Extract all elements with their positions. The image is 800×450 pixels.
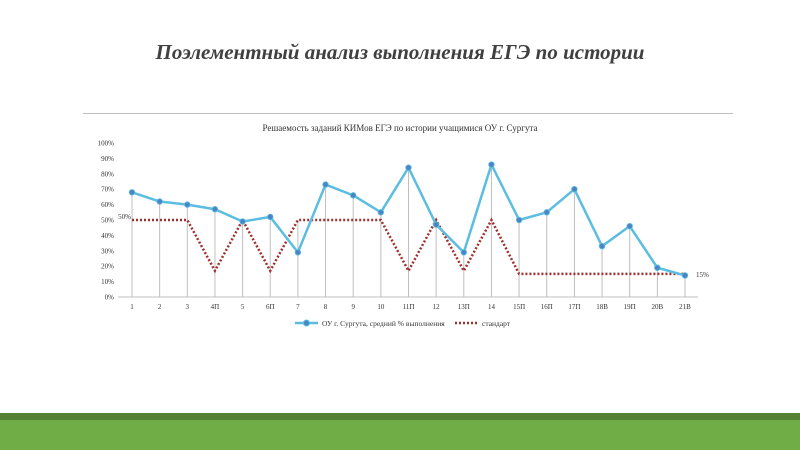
data-point-primary: [598, 242, 606, 250]
y-tick-label: 100%: [98, 140, 115, 148]
data-point-primary: [654, 264, 661, 271]
data-point-primary: [128, 189, 136, 196]
drop-lines: [131, 164, 686, 297]
footer-band-dark: [0, 413, 800, 420]
series-layer: [128, 161, 689, 279]
x-tick-label: 13П: [458, 303, 470, 311]
legend-marker-primary: [303, 319, 310, 327]
footer-band-light: [0, 420, 800, 450]
data-label: 50%: [118, 213, 131, 221]
series-line-standard: [132, 217, 685, 276]
y-tick-label: 30%: [101, 247, 114, 255]
chart-title: Решаемость заданий КИМов ЕГЭ по истории …: [262, 123, 537, 133]
x-tick-label: 14: [488, 303, 496, 311]
data-point-primary: [543, 209, 550, 216]
x-tick-label: 21В: [679, 303, 691, 311]
legend-label-standard: стандарт: [482, 319, 511, 328]
x-tick-label: 10: [377, 303, 385, 311]
data-point-primary: [294, 249, 302, 256]
x-tick-label: 6П: [266, 303, 275, 311]
y-tick-label: 10%: [101, 278, 114, 286]
title-divider: [83, 113, 733, 114]
y-tick-label: 0%: [105, 294, 115, 302]
x-tick-label: 9: [351, 303, 355, 311]
y-tick-label: 70%: [101, 186, 114, 194]
x-tick-label: 15П: [513, 303, 525, 311]
data-point-primary: [515, 216, 523, 224]
data-point-primary: [460, 249, 467, 256]
x-tick-label: 12: [433, 303, 441, 311]
x-tick-label: 11П: [403, 303, 415, 311]
slide-title: Поэлементный анализ выполнения ЕГЭ по ис…: [155, 40, 645, 64]
x-tick-label: 16П: [541, 303, 553, 311]
x-tick-label: 5: [241, 303, 245, 311]
data-point-primary: [377, 209, 385, 216]
x-tick-label: 19П: [624, 303, 636, 311]
x-tick-label: 7: [296, 303, 300, 311]
data-point-primary: [350, 192, 357, 199]
x-tick-label: 17П: [568, 303, 580, 311]
data-point-primary: [405, 164, 412, 171]
data-point-primary: [239, 218, 246, 225]
y-tick-label: 40%: [101, 232, 114, 240]
y-axis-ticks: 0% 10% 20% 30% 40% 50% 60% 70% 80% 90% 100%: [98, 140, 115, 302]
legend-label-primary: ОУ г. Сургута, средний % выполнения: [322, 319, 445, 328]
y-tick-label: 50%: [101, 217, 114, 225]
legend: ОУ г. Сургута, средний % выполнения стан…: [295, 319, 511, 328]
x-tick-label: 1: [130, 303, 134, 311]
data-point-primary: [267, 213, 274, 221]
data-point-primary: [156, 198, 163, 205]
data-point-primary: [432, 221, 440, 228]
x-tick-label: 3: [186, 303, 190, 311]
data-point-primary: [322, 181, 329, 188]
x-tick-label: 20В: [652, 303, 664, 311]
data-point-primary: [571, 185, 578, 193]
y-tick-label: 80%: [101, 170, 114, 178]
data-point-primary: [211, 206, 219, 213]
data-point-primary: [681, 272, 689, 279]
data-label: 15%: [696, 271, 709, 279]
data-point-primary: [626, 222, 633, 230]
y-tick-label: 60%: [101, 201, 114, 209]
data-point-primary: [488, 161, 495, 168]
y-tick-label: 90%: [101, 155, 114, 163]
x-tick-label: 4П: [211, 303, 220, 311]
x-tick-label: 8: [324, 303, 328, 311]
x-axis-ticks: 1 2 3 4П 5 6П 7 8 9 10 11П 12 13П 14 15П 16П 17П 18В 19П 20…: [130, 303, 691, 311]
data-point-primary: [184, 201, 191, 208]
x-tick-label: 2: [158, 303, 162, 311]
x-tick-label: 18В: [596, 303, 608, 311]
annotations: 50% 15%: [118, 213, 709, 279]
y-tick-label: 20%: [101, 263, 114, 271]
